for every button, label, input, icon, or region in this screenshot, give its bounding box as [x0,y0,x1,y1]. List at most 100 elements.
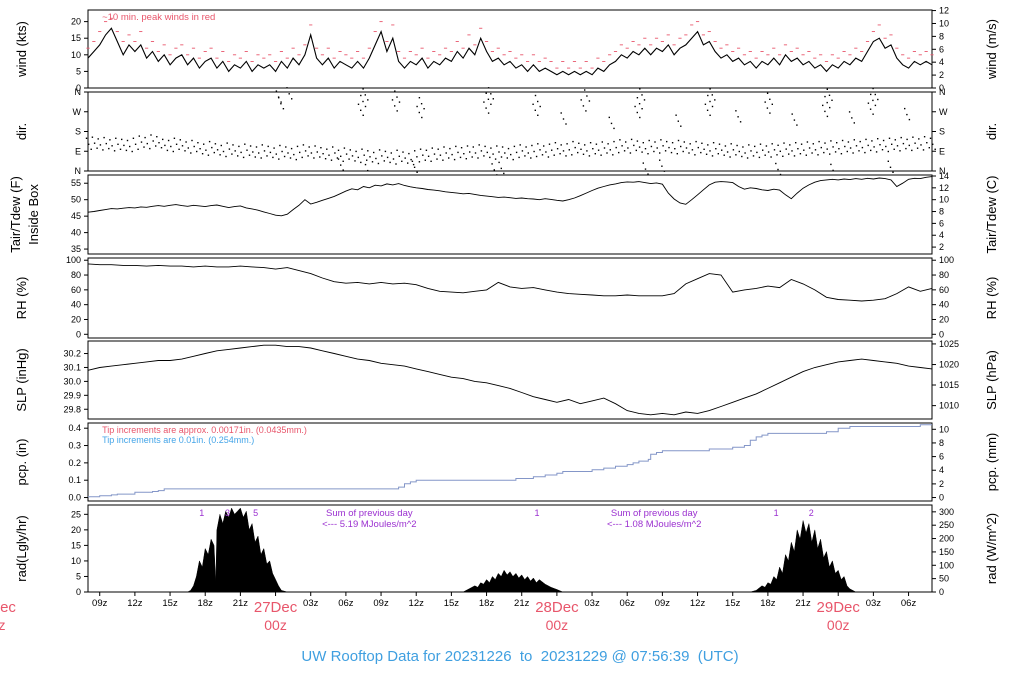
wind-speed-left-tick: 20 [71,17,81,27]
humidity-plot-box [87,257,933,339]
wind-direction-left-tick: S [75,127,81,137]
radiation-left-tick: 0 [76,587,81,597]
x-axis: 09z 12z 15z 18z 21z 03z 06z 09z 12z 15z 18z 21z 03z 0… [0,592,916,633]
direction-outliers-series [275,87,911,177]
wind-direction-right-tick: N [939,87,946,97]
wind-speed-panel: 0 5 10 15 20 0 2 4 6 8 10 12 ~10 min. peak winds in … [14,6,999,93]
wind-speed-right-tick: 2 [939,70,944,80]
wind-direction-right-axis-title: dir. [984,123,999,140]
radiation-left-axis-title: rad(Lgly/hr) [14,515,29,581]
precipitation-right-tick: 8 [939,438,944,448]
relative-humidity-series [87,263,933,302]
radiation-right-tick: 0 [939,587,944,597]
precipitation-right-tick: 2 [939,479,944,489]
temperature-right-tick: 4 [939,230,944,240]
humidity-left-axis-title: RH (%) [14,277,29,320]
precipitation-left-tick: 0.2 [68,458,81,468]
pressure-left-axis-title: SLP (inHg) [14,348,29,411]
pressure-left-tick: 29.8 [63,404,81,414]
x-tick-label: 12z [127,598,143,609]
precipitation-left-tick: 0.0 [68,493,81,503]
x-tick-label: 12z [690,598,706,609]
wind-speed-plot-box [87,9,933,89]
wind-direction-right-tick: E [939,146,945,156]
radiation-annotation: 1 [534,508,539,518]
humidity-right-tick: 40 [939,300,949,310]
humidity-panel: 0 20 40 60 80 100 0 20 40 60 80 100 RH (%) RH (%) [14,255,999,339]
wind-direction-left-axis-title: dir. [14,123,29,140]
temperature-right-tick: 6 [939,218,944,228]
radiation-annotation: 3 [225,508,230,518]
pressure-left-tick: 30.1 [63,362,81,372]
x-tick-label: 21z [514,598,530,609]
radiation-left-tick: 15 [71,540,81,550]
temperature-right-tick: 12 [939,183,949,193]
wind-speed-right-tick: 6 [939,44,944,54]
radiation-left-tick: 10 [71,556,81,566]
wind-speed-right-axis-title: wind (m/s) [984,19,999,80]
radiation-right-tick: 150 [939,547,954,557]
temperature-panel: 35 40 45 50 55 2 4 68 10 12 14 Tair/Tdew (F) Inside … [8,171,999,255]
wind-direction-left-tick: W [73,107,82,117]
humidity-left-tick: 60 [71,285,81,295]
pressure-panel: 29.8 29.9 30.0 30.1 30.2 1010 1015 1020 1025 SLP … [14,339,999,420]
humidity-right-tick: 100 [939,255,954,265]
solar-radiation-series [88,507,932,593]
x-tick-label: 15z [725,598,741,609]
date-label: 27Dec [254,599,298,616]
radiation-annotation: 1 [199,508,204,518]
pressure-left-tick: 30.2 [63,349,81,359]
x-tick-label: 21z [233,598,249,609]
temperature-left-axis-title: Tair/Tdew (F) [8,176,23,253]
date-label: 28Dec [535,599,579,616]
precipitation-right-tick: 4 [939,465,944,475]
precipitation-annotation: Tip increments are 0.01in. (0.254mm.) [102,435,254,445]
radiation-annotation: 5 [253,508,258,518]
wind-direction-left-tick: E [75,146,81,156]
x-tick-label: 06z [338,598,354,609]
precipitation-left-tick: 0.4 [68,423,81,433]
radiation-right-tick: 100 [939,560,954,570]
pressure-right-axis-title: SLP (hPa) [984,350,999,410]
peak-wind-kts-series [86,17,934,69]
wind-direction-left-tick: N [75,87,82,97]
x-tick-label: 18z [760,598,776,609]
date-label-00z: 00z [0,617,6,633]
wind-speed-right-tick: 8 [939,31,944,41]
chart-title: UW Rooftop Data for 20231226 to 20231229… [301,648,739,665]
precip-accumulation-series [88,424,932,498]
date-label-00z: 00z [827,617,850,633]
x-tick-label: 21z [795,598,811,609]
humidity-left-tick: 0 [76,329,81,339]
humidity-left-tick: 20 [71,314,81,324]
precipitation-right-axis-title: pcp. (mm) [984,433,999,492]
x-tick-label: 09z [373,598,389,609]
date-label-00z: 00z [264,617,287,633]
date-label: 29Dec [817,599,861,616]
x-tick-label: 09z [92,598,108,609]
temperature-right-axis-title: Tair/Tdew (C) [984,175,999,253]
radiation-annotation: <--- 5.19 MJoules/m^2 [322,519,416,530]
precipitation-left-axis-title: pcp. (in) [14,439,29,486]
humidity-left-tick: 100 [66,255,81,265]
temperature-right-tick: 8 [939,207,944,217]
x-tick-label: 06z [620,598,636,609]
humidity-left-tick: 40 [71,300,81,310]
date-label-00z: 00z [546,617,569,633]
radiation-right-axis-title: rad (W/m^2) [984,513,999,584]
precipitation-right-tick: 6 [939,452,944,462]
temperature-left-tick: 55 [71,178,81,188]
temperature-left-tick: 35 [71,244,81,254]
radiation-left-tick: 20 [71,525,81,535]
precipitation-plot-box [87,422,933,502]
radiation-right-tick: 300 [939,507,954,517]
wind-speed-right-tick: 4 [939,57,944,67]
wind-direction-right-tick: W [939,107,948,117]
x-tick-label: 15z [444,598,460,609]
date-label: 26Dec [0,599,16,616]
wind-direction-left-tick: N [75,166,82,176]
pressure-plot-box [87,340,933,420]
